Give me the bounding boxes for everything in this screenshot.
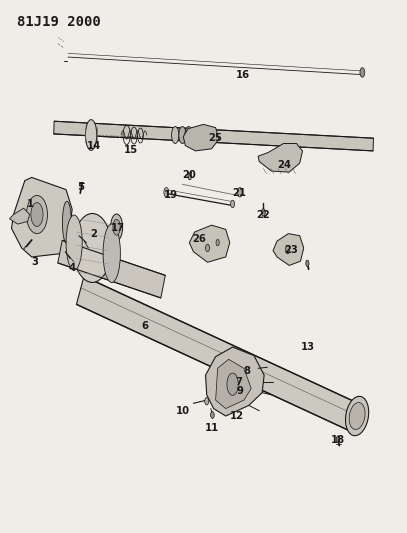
Ellipse shape xyxy=(172,126,179,143)
Ellipse shape xyxy=(85,119,97,150)
Ellipse shape xyxy=(179,126,186,143)
Polygon shape xyxy=(77,276,359,432)
Ellipse shape xyxy=(231,200,234,208)
Polygon shape xyxy=(258,143,302,172)
Polygon shape xyxy=(183,124,219,151)
Text: 22: 22 xyxy=(256,209,270,220)
Text: 20: 20 xyxy=(182,171,196,180)
Polygon shape xyxy=(216,359,251,409)
Ellipse shape xyxy=(346,397,369,435)
Text: 18: 18 xyxy=(330,435,345,446)
Ellipse shape xyxy=(205,398,209,405)
Text: 4: 4 xyxy=(68,263,76,272)
Text: 8: 8 xyxy=(244,366,251,376)
Ellipse shape xyxy=(336,436,340,443)
Polygon shape xyxy=(9,208,30,224)
Ellipse shape xyxy=(360,68,365,77)
Polygon shape xyxy=(11,177,72,257)
Polygon shape xyxy=(273,233,304,265)
Text: 2: 2 xyxy=(90,229,97,239)
Text: 13: 13 xyxy=(301,342,315,352)
Ellipse shape xyxy=(227,373,238,395)
Text: 25: 25 xyxy=(209,133,223,143)
Polygon shape xyxy=(206,347,264,416)
Ellipse shape xyxy=(261,209,265,216)
Ellipse shape xyxy=(349,402,365,430)
Text: 14: 14 xyxy=(87,141,101,151)
Ellipse shape xyxy=(237,188,242,197)
Ellipse shape xyxy=(185,126,192,143)
Text: 9: 9 xyxy=(236,386,243,396)
Ellipse shape xyxy=(62,201,71,244)
Text: 5: 5 xyxy=(77,182,84,192)
Text: 19: 19 xyxy=(163,190,177,200)
Ellipse shape xyxy=(188,173,192,180)
Polygon shape xyxy=(58,240,165,298)
Text: 1: 1 xyxy=(27,199,34,209)
Text: 21: 21 xyxy=(232,188,246,198)
Ellipse shape xyxy=(31,203,43,227)
Ellipse shape xyxy=(164,188,169,197)
Ellipse shape xyxy=(66,215,82,270)
Ellipse shape xyxy=(113,219,120,235)
Ellipse shape xyxy=(73,214,112,282)
Text: 12: 12 xyxy=(230,411,244,421)
Text: 17: 17 xyxy=(111,223,125,233)
Text: 16: 16 xyxy=(236,70,250,79)
Text: 6: 6 xyxy=(141,321,149,331)
Ellipse shape xyxy=(210,411,214,418)
Text: 15: 15 xyxy=(124,145,138,155)
Text: 3: 3 xyxy=(31,257,38,267)
Ellipse shape xyxy=(206,244,210,252)
Ellipse shape xyxy=(26,196,48,233)
Polygon shape xyxy=(54,121,374,151)
Ellipse shape xyxy=(103,224,120,282)
Ellipse shape xyxy=(111,214,123,240)
Text: 81J19 2000: 81J19 2000 xyxy=(17,14,101,29)
Ellipse shape xyxy=(216,239,219,246)
Ellipse shape xyxy=(286,245,290,254)
Text: 11: 11 xyxy=(204,423,219,433)
Text: 24: 24 xyxy=(277,160,291,169)
Text: 10: 10 xyxy=(175,406,190,416)
Polygon shape xyxy=(189,225,230,262)
Text: 7: 7 xyxy=(236,376,243,386)
Text: 26: 26 xyxy=(193,234,206,244)
Text: 23: 23 xyxy=(285,245,298,255)
Ellipse shape xyxy=(306,260,309,266)
